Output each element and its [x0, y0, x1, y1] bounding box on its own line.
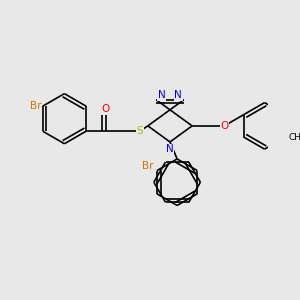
Text: N: N	[174, 90, 182, 100]
Text: S: S	[136, 126, 143, 136]
Text: N: N	[158, 90, 166, 100]
Text: Br: Br	[142, 161, 154, 171]
Text: O: O	[220, 121, 228, 131]
Text: Br: Br	[30, 101, 41, 111]
Text: CH₃: CH₃	[288, 133, 300, 142]
Text: O: O	[102, 104, 110, 114]
Text: N: N	[166, 144, 174, 154]
